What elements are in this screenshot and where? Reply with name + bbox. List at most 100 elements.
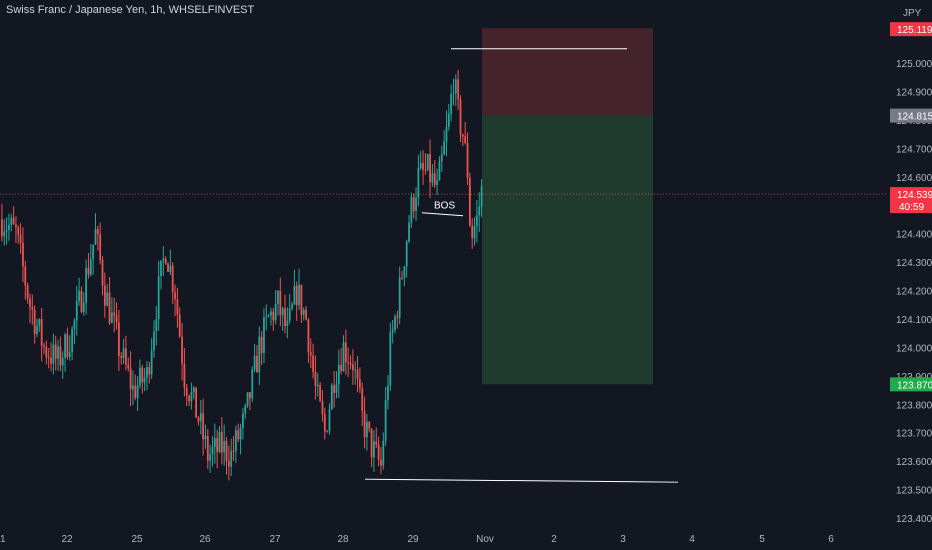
- candle-body: [33, 309, 36, 334]
- candle-body: [473, 226, 476, 239]
- x-tick-label: 22: [61, 534, 73, 545]
- candle-body: [108, 292, 111, 323]
- candle-body: [43, 345, 45, 347]
- candle-body: [195, 387, 198, 418]
- candle-body: [66, 334, 69, 358]
- candle-body: [239, 427, 242, 440]
- x-tick-label: 3: [620, 534, 626, 545]
- candle-body: [450, 94, 453, 114]
- candle-body: [183, 363, 186, 388]
- candle-body: [309, 352, 312, 356]
- entry-price-badge: [890, 108, 932, 123]
- candle-body: [10, 218, 13, 226]
- x-tick-label: 25: [131, 534, 143, 545]
- symbol-title[interactable]: Swiss Franc / Japanese Yen, 1h, WHSELFIN…: [6, 4, 255, 16]
- candlestick-series: [1, 69, 483, 481]
- candle-body: [445, 127, 448, 142]
- candle-body: [326, 431, 329, 433]
- candle-body: [244, 405, 247, 414]
- candle-body: [478, 206, 481, 216]
- candle-body: [270, 311, 272, 316]
- candle-body: [361, 388, 364, 412]
- candle-body: [176, 299, 179, 315]
- candle-body: [211, 446, 214, 455]
- bos-line: [421, 212, 464, 217]
- stop-price-value: 125.119: [897, 25, 932, 36]
- candle-body: [265, 316, 268, 318]
- candle-body: [475, 215, 478, 227]
- y-tick-label: 125.000: [896, 59, 932, 70]
- candle-body: [139, 367, 141, 386]
- candle-body: [59, 346, 62, 366]
- y-tick-label: 124.000: [896, 343, 932, 354]
- candle-body: [47, 357, 50, 359]
- candle-body: [223, 440, 226, 453]
- candle-body: [366, 421, 368, 438]
- candle-body: [169, 265, 172, 272]
- candle-body: [426, 154, 429, 170]
- target-price-value: 123.870: [897, 380, 932, 391]
- drawing-lines: BOS: [0, 48, 888, 483]
- candle-body: [323, 414, 326, 432]
- candle-body: [258, 336, 261, 373]
- stop-price-badge: [890, 22, 932, 37]
- candle-body: [468, 177, 471, 226]
- candle-body: [436, 180, 439, 185]
- swing-low-line: [364, 478, 679, 483]
- candle-body: [314, 371, 317, 387]
- candle-body: [286, 320, 289, 327]
- x-tick-label: 29: [407, 534, 419, 545]
- candle-body: [461, 134, 464, 137]
- candle-body: [29, 298, 31, 308]
- x-tick-label: 6: [828, 534, 834, 545]
- candle-body: [412, 197, 415, 211]
- candle-body: [5, 229, 8, 232]
- candle-body: [272, 311, 275, 321]
- candle-body: [384, 400, 387, 441]
- candle-body: [370, 428, 373, 458]
- candle-body: [342, 342, 345, 372]
- x-tick-label: 28: [337, 534, 349, 545]
- candle-body: [155, 319, 158, 332]
- candle-body: [12, 218, 15, 225]
- candle-body: [213, 438, 216, 447]
- candle-body: [64, 334, 66, 358]
- candle-body: [38, 319, 41, 326]
- candle-body: [96, 228, 99, 235]
- candle-body: [253, 355, 256, 370]
- candle-body: [125, 348, 127, 365]
- y-tick-label: 123.400: [896, 514, 932, 525]
- time-axis[interactable]: 1 22 25 26 27 28 29 Nov 2 3 4 5 6: [0, 534, 834, 545]
- candle-body: [321, 401, 324, 415]
- candle-body: [15, 224, 17, 228]
- candle-body: [300, 284, 303, 316]
- candle-body: [146, 367, 148, 378]
- x-tick-label: 1: [0, 534, 6, 545]
- candle-body: [99, 234, 102, 260]
- candle-body: [68, 352, 71, 358]
- candle-body: [110, 312, 113, 323]
- candle-body: [302, 309, 305, 316]
- x-tick-label: 26: [199, 534, 211, 545]
- y-tick-label: 123.600: [896, 457, 932, 468]
- candle-body: [87, 268, 90, 275]
- candle-body: [429, 154, 431, 183]
- candle-body: [267, 315, 270, 317]
- candle-body: [452, 93, 455, 95]
- candle-body: [75, 301, 78, 321]
- candle-body: [251, 369, 254, 399]
- candle-body: [178, 314, 181, 337]
- candle-body: [431, 173, 434, 183]
- position-zones: [482, 28, 653, 385]
- candle-body: [335, 384, 338, 393]
- stop-loss-zone: [482, 28, 653, 116]
- candle-body: [150, 350, 153, 375]
- candle-body: [216, 438, 219, 452]
- candle-body: [82, 302, 85, 312]
- candle-body: [340, 364, 343, 372]
- candle-body: [199, 413, 202, 422]
- candle-body: [382, 440, 385, 466]
- candle-body: [129, 368, 132, 390]
- candle-body: [40, 319, 43, 346]
